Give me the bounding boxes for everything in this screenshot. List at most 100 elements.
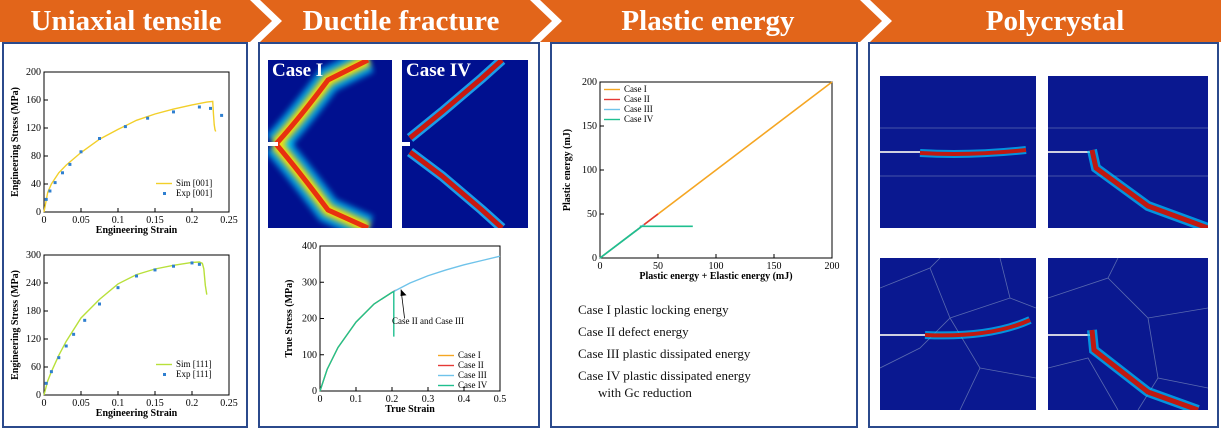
y-tick-label: 80 bbox=[31, 151, 41, 162]
banner-arrow-4 bbox=[870, 0, 1221, 42]
y-tick-label: 0 bbox=[36, 207, 41, 218]
polycrystal-field-4 bbox=[1048, 258, 1208, 410]
legend-label: Exp [001] bbox=[176, 188, 212, 198]
pe-note-case2: Case II defect energy bbox=[578, 324, 689, 339]
data-point bbox=[53, 181, 57, 185]
x-tick-label: 0.2 bbox=[386, 394, 399, 405]
data-point bbox=[190, 261, 194, 265]
data-point bbox=[49, 370, 53, 374]
data-point bbox=[64, 344, 68, 348]
fracture-case1-field bbox=[268, 60, 392, 228]
x-axis-label: Engineering Strain bbox=[96, 408, 178, 419]
annotation-label: Case II and Case III bbox=[392, 316, 464, 326]
x-tick-label: 0.5 bbox=[494, 394, 507, 405]
data-point bbox=[135, 274, 138, 278]
x-tick-label: 0.4 bbox=[458, 394, 471, 405]
y-tick-label: 240 bbox=[26, 278, 41, 289]
panel-plastic bbox=[550, 42, 858, 428]
data-point bbox=[153, 268, 157, 272]
x-tick-label: 50 bbox=[653, 261, 663, 272]
y-tick-label: 100 bbox=[302, 350, 317, 361]
legend-label: Sim [111] bbox=[176, 359, 212, 369]
banner-arrow-2 bbox=[260, 0, 552, 42]
x-tick-label: 0.3 bbox=[422, 394, 435, 405]
x-tick-label: 0 bbox=[42, 398, 47, 409]
legend-label: Case IV bbox=[624, 114, 654, 124]
y-axis-label: Plastic energy (mJ) bbox=[562, 129, 573, 211]
data-point bbox=[83, 318, 87, 322]
legend-label: Case I bbox=[624, 84, 647, 94]
x-tick-label: 0.2 bbox=[186, 398, 199, 409]
legend-marker bbox=[163, 192, 166, 195]
legend-label: Case II bbox=[458, 360, 484, 370]
series-line bbox=[391, 255, 501, 294]
plot-frame bbox=[43, 71, 230, 213]
banner-arrows bbox=[0, 0, 1221, 42]
data-point bbox=[79, 150, 83, 154]
legend-marker bbox=[163, 373, 166, 376]
legend-label: Case II bbox=[624, 94, 650, 104]
banner: Uniaxial tensile Ductile fracture Plasti… bbox=[0, 0, 1221, 42]
data-point bbox=[197, 262, 201, 266]
data-point bbox=[48, 189, 52, 193]
x-tick-label: 0.1 bbox=[112, 398, 125, 409]
x-tick-label: 0.1 bbox=[350, 394, 363, 405]
y-tick-label: 0 bbox=[312, 386, 317, 397]
legend-label: Case IV bbox=[458, 380, 488, 390]
y-tick-label: 0 bbox=[592, 253, 597, 264]
data-point bbox=[72, 332, 76, 336]
data-point bbox=[57, 356, 61, 360]
y-tick-label: 200 bbox=[582, 77, 597, 88]
y-tick-label: 100 bbox=[582, 165, 597, 176]
y-tick-label: 40 bbox=[31, 179, 41, 190]
data-point bbox=[98, 137, 101, 140]
y-axis-label: Engineering Stress (MPa) bbox=[10, 87, 21, 197]
chart-plastic-energy: 0 50 100 150 200 0 50 100 150 200 Plastic energy +… bbox=[562, 77, 840, 282]
x-tick-label: 0 bbox=[598, 261, 603, 272]
x-tick-label: 0.05 bbox=[72, 398, 90, 409]
banner-label-uniaxial: Uniaxial tensile bbox=[30, 5, 222, 37]
y-tick-label: 160 bbox=[26, 95, 41, 106]
x-tick-label: 0 bbox=[318, 394, 323, 405]
legend-label: Case III bbox=[458, 370, 487, 380]
y-axis-label: True Stress (MPa) bbox=[284, 280, 295, 358]
fracture-label-case4: Case IV bbox=[406, 60, 471, 81]
data-point bbox=[68, 162, 72, 166]
chart-tensile-001: 0 0.05 0.1 0.15 0.2 0.25 0 40 80 120 160 200 Enginee… bbox=[10, 67, 238, 236]
data-point bbox=[146, 116, 150, 120]
y-tick-label: 400 bbox=[302, 241, 317, 252]
series-line bbox=[319, 291, 393, 392]
x-axis-label: Plastic energy + Elastic energy (mJ) bbox=[639, 271, 792, 282]
data-point bbox=[61, 171, 64, 175]
x-tick-label: 0 bbox=[42, 215, 47, 226]
polycrystal-field-2 bbox=[1048, 76, 1208, 228]
legend-label: Case III bbox=[624, 104, 653, 114]
annotation-arrowhead bbox=[400, 289, 407, 297]
y-tick-label: 300 bbox=[26, 250, 41, 261]
y-tick-label: 120 bbox=[26, 334, 41, 345]
data-point bbox=[44, 381, 48, 385]
x-tick-label: 100 bbox=[709, 261, 724, 272]
fracture-image-case4: Case IV bbox=[402, 60, 528, 228]
data-point bbox=[209, 106, 212, 110]
pe-note-case3: Case III plastic dissipated energy bbox=[578, 346, 751, 361]
chart-tensile-111: 0 0.05 0.1 0.15 0.2 0.25 0 60 120 180 240 300 Engine… bbox=[10, 250, 238, 419]
banner-arrow-1 bbox=[0, 0, 272, 42]
polycrystal-image-2 bbox=[1048, 76, 1208, 228]
y-tick-label: 50 bbox=[587, 209, 597, 220]
fracture-image-case1: Case I bbox=[268, 60, 392, 228]
data-point bbox=[172, 110, 175, 114]
y-tick-label: 300 bbox=[302, 277, 317, 288]
y-tick-label: 200 bbox=[26, 67, 41, 78]
data-point bbox=[116, 286, 120, 290]
banner-label-polycrystal: Polycrystal bbox=[985, 5, 1125, 37]
y-tick-label: 120 bbox=[26, 123, 41, 134]
polycrystal-image-1 bbox=[880, 76, 1036, 228]
data-point bbox=[172, 264, 175, 268]
pe-note-case4: Case IV plastic dissipated energy bbox=[578, 368, 751, 383]
polycrystal-image-3 bbox=[880, 258, 1036, 410]
banner-arrow-3 bbox=[540, 0, 882, 42]
data-point bbox=[98, 302, 101, 306]
x-tick-label: 0.25 bbox=[220, 215, 238, 226]
data-point bbox=[220, 113, 224, 117]
